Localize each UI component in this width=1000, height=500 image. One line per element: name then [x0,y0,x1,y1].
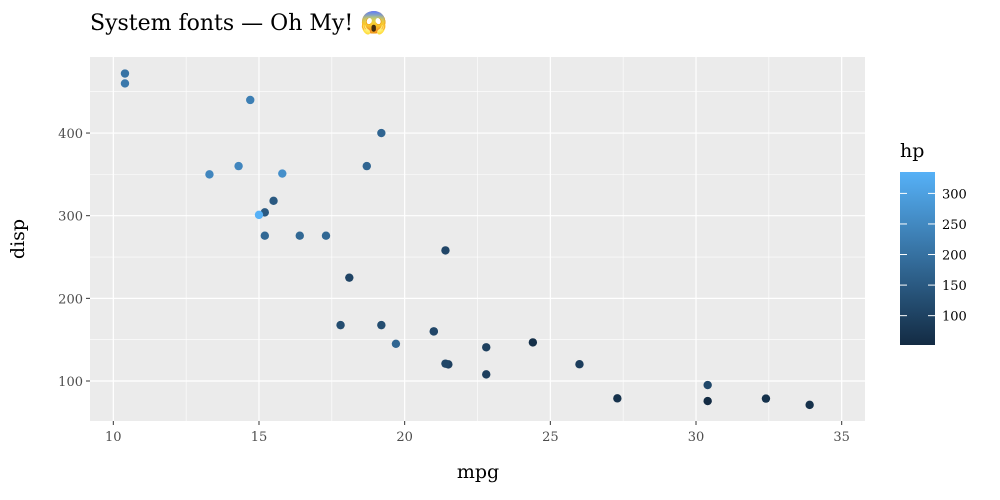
data-point [295,231,304,240]
points [120,69,814,410]
y-tick-label: 200 [58,292,83,307]
data-point [805,400,814,410]
data-point [429,327,438,336]
y-tick-label: 100 [58,375,83,390]
x-tick-label: 25 [542,430,559,445]
data-point [575,360,584,369]
x-tick-label: 20 [396,430,413,445]
data-point [278,169,287,178]
gridlines [90,57,865,421]
legend-tick-label: 300 [942,187,967,202]
legend-title: hp [900,140,924,162]
data-point [703,380,712,390]
data-point [703,396,712,406]
data-point [613,394,622,403]
data-point [120,69,130,78]
data-point [761,394,771,403]
data-point [254,210,264,220]
legend-ticks: 100 150 200 250 300 [900,187,967,325]
data-point [377,320,386,330]
data-point [246,95,255,105]
data-point [269,196,278,206]
data-point [321,231,331,240]
chart-title: System fonts — Oh My! 😱 [90,10,388,36]
data-point [336,320,345,330]
legend-tick-label: 250 [942,218,967,233]
data-point [234,161,243,171]
y-tick-label: 400 [58,127,83,142]
data-point [441,359,450,368]
data-point [377,128,386,138]
data-point [482,370,491,379]
data-point [391,339,401,349]
data-point [120,79,130,88]
x-axis-label: mpg [457,461,499,483]
legend-tick-label: 200 [942,249,967,264]
data-point [205,170,214,179]
data-point [345,273,354,282]
y-tick-label: 300 [58,210,83,225]
legend-tick-label: 100 [942,310,967,325]
legend-tick-label: 150 [942,279,967,294]
x-tick-label: 30 [688,430,705,445]
data-point [528,338,538,347]
y-axis-label: disp [7,219,29,259]
data-point [482,343,491,352]
x-tick-label: 35 [833,430,850,445]
data-point [260,231,270,240]
x-tick-label: 15 [251,430,268,445]
axis-ticks: 10 15 20 25 30 35 100 200 300 400 [58,127,850,445]
data-point [441,246,450,255]
x-tick-label: 10 [105,430,122,445]
legend-colorbar [900,172,935,345]
data-point [362,161,371,171]
